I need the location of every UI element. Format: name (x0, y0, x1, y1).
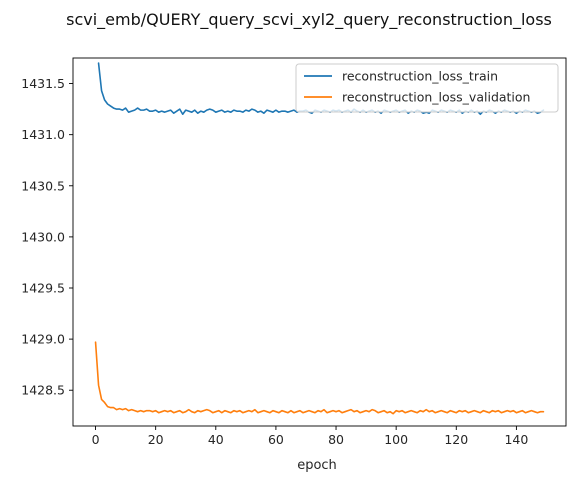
legend: reconstruction_loss_train reconstruction_… (295, 63, 559, 113)
x-tick-label: 140 (504, 432, 528, 447)
y-tick-label: 1429.0 (21, 332, 65, 347)
x-axis-label: epoch (297, 458, 337, 473)
x-axis: 0 20 40 60 80 100 120 140 (92, 426, 528, 447)
x-tick-label: 80 (328, 432, 344, 447)
x-tick-label: 60 (268, 432, 284, 447)
plot-frame (72, 57, 567, 427)
y-tick-label: 1428.5 (21, 383, 65, 398)
y-axis: 1428.5 1429.0 1429.5 1430.0 1430.5 1431.0 1431… (21, 76, 73, 398)
x-tick-label: 0 (92, 432, 100, 447)
y-tick-label: 1430.0 (21, 229, 65, 244)
x-tick-label: 100 (384, 432, 408, 447)
axes-layer (72, 57, 567, 427)
legend-box (295, 63, 559, 113)
y-tick-label: 1431.0 (21, 127, 65, 142)
y-tick-label: 1430.5 (21, 178, 65, 193)
legend-label-0: reconstruction_loss_train (342, 69, 498, 84)
x-tick-label: 20 (148, 432, 164, 447)
chart-title: scvi_emb/QUERY_query_scvi_xyl2_query_rec… (66, 10, 552, 30)
plot-area (73, 58, 566, 426)
x-tick-label: 120 (444, 432, 468, 447)
y-tick-label: 1431.5 (21, 76, 65, 91)
x-tick-label: 40 (208, 432, 224, 447)
y-tick-label: 1429.5 (21, 281, 65, 296)
legend-label-1: reconstruction_loss_validation (342, 90, 530, 105)
series-line-1 (94, 341, 545, 415)
